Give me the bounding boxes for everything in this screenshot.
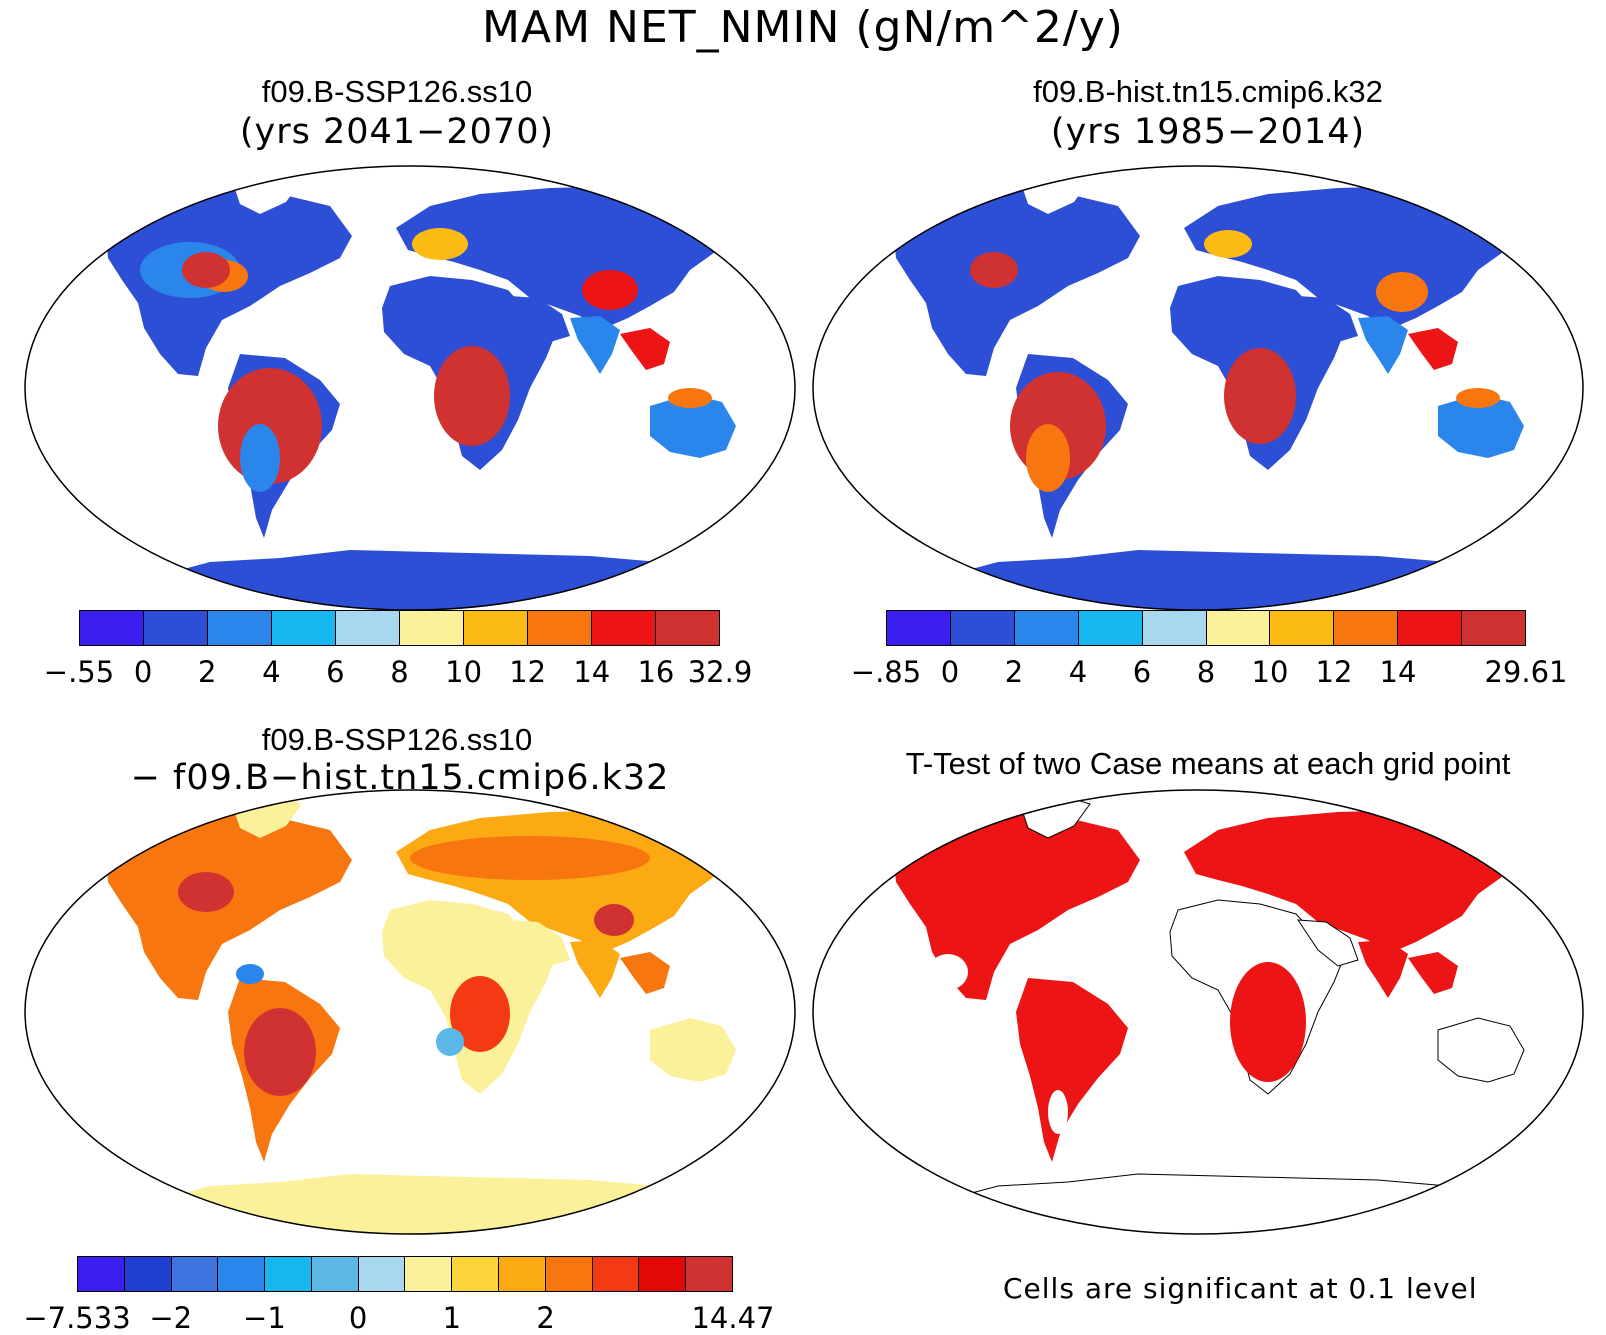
colorbar-swatch <box>499 1257 546 1291</box>
panel-title-bottom-right: T-Test of two Case means at each grid po… <box>905 746 1511 781</box>
colorbar-swatch <box>218 1257 266 1291</box>
colorbar-tick-label: 12 <box>509 655 547 689</box>
panel-title-top-right: f09.B-hist.tn15.cmip6.k32 <box>1033 74 1383 109</box>
colorbar-tick-label: 4 <box>262 655 281 689</box>
colorbar-tick-label: 32.9 <box>687 655 753 689</box>
colorbar-tick-label: 10 <box>1251 655 1289 689</box>
colorbar-tick-label: 14 <box>1379 655 1417 689</box>
colorbar-swatch <box>272 611 336 645</box>
colorbar-swatch <box>452 1257 500 1291</box>
colorbar-swatch <box>336 611 400 645</box>
map-bottom-right <box>812 789 1584 1235</box>
colorbar-swatch <box>1270 611 1335 645</box>
colorbar-tick-label: 10 <box>445 655 483 689</box>
colorbar-tick-label: 14 <box>573 655 611 689</box>
colorbar-swatch <box>400 611 464 645</box>
colorbar-swatch <box>311 1257 359 1291</box>
significance-note: Cells are significant at 0.1 level <box>1003 1272 1478 1305</box>
colorbar-swatch <box>592 611 656 645</box>
colorbar-tick-label: 16 <box>637 655 675 689</box>
colorbar-swatch <box>528 611 592 645</box>
colorbar-tick-label: 0 <box>348 1301 368 1335</box>
colorbar-swatch <box>887 611 951 645</box>
colorbar-swatch <box>545 1257 593 1291</box>
colorbar-swatch <box>639 1257 687 1291</box>
colorbar-tick-label: 2 <box>1004 655 1024 689</box>
colorbar-swatch <box>78 1257 125 1291</box>
colorbar-swatch <box>1014 611 1079 645</box>
colorbar-tick-label: 0 <box>133 655 153 689</box>
colorbar-swatch <box>1078 611 1143 645</box>
colorbar-swatch <box>1142 611 1207 645</box>
colorbar-tick-label: 6 <box>326 655 345 689</box>
panel-title-bottom-left: f09.B-SSP126.ss10 <box>261 722 533 757</box>
map-bottom-left <box>24 789 796 1235</box>
colorbar-swatch <box>464 611 528 645</box>
colorbar-tick-label: 2 <box>536 1301 555 1335</box>
map-top-left <box>24 165 796 611</box>
colorbar-swatch <box>265 1257 312 1291</box>
colorbar-swatch <box>144 611 208 645</box>
colorbar-tick-label: 0 <box>940 655 960 689</box>
figure-title: MAM NET_NMIN (gN/m^2/y) <box>482 2 1124 53</box>
colorbar-tick-label: −2 <box>149 1301 193 1335</box>
colorbar-swatch <box>1398 611 1463 645</box>
colorbar-tick-label: −7.533 <box>23 1301 131 1335</box>
colorbar-swatch <box>656 611 719 645</box>
panel-title-top-left: f09.B-SSP126.ss10 <box>261 74 533 109</box>
colorbar-tick-label: 2 <box>197 655 217 689</box>
colorbar-tick-label: −1 <box>243 1301 286 1335</box>
colorbar-swatch <box>592 1257 640 1291</box>
colorbar-swatch <box>171 1257 219 1291</box>
colorbar-swatch <box>1206 611 1271 645</box>
colorbar-bottom-left <box>77 1256 733 1292</box>
panel-subtitle-top-right: (yrs 1985−2014) <box>1050 112 1366 152</box>
colorbar-swatch <box>1462 611 1526 645</box>
colorbar-tick-label: 8 <box>390 655 409 689</box>
colorbar-tick-label: 14.47 <box>691 1301 775 1335</box>
colorbar-tick-label: 8 <box>1196 655 1216 689</box>
colorbar-swatch <box>208 611 272 645</box>
panel-subtitle-top-left: (yrs 2041−2070) <box>239 112 555 152</box>
colorbar-swatch <box>950 611 1015 645</box>
colorbar-tick-label: −.55 <box>43 655 115 689</box>
colorbar-tick-label: 1 <box>442 1301 462 1335</box>
colorbar-tick-label: 6 <box>1132 655 1152 689</box>
colorbar-top-right <box>886 610 1526 646</box>
colorbar-swatch <box>686 1257 732 1291</box>
colorbar-swatch <box>1334 611 1399 645</box>
colorbar-tick-label: 12 <box>1315 655 1353 689</box>
colorbar-tick-label: −.85 <box>850 655 922 689</box>
colorbar-swatch <box>80 611 144 645</box>
colorbar-swatch <box>358 1257 406 1291</box>
colorbar-tick-label: 29.61 <box>1484 655 1568 689</box>
map-top-right <box>812 165 1584 611</box>
colorbar-tick-label: 4 <box>1068 655 1088 689</box>
colorbar-swatch <box>124 1257 172 1291</box>
colorbar-top-left <box>79 610 720 646</box>
colorbar-swatch <box>405 1257 453 1291</box>
